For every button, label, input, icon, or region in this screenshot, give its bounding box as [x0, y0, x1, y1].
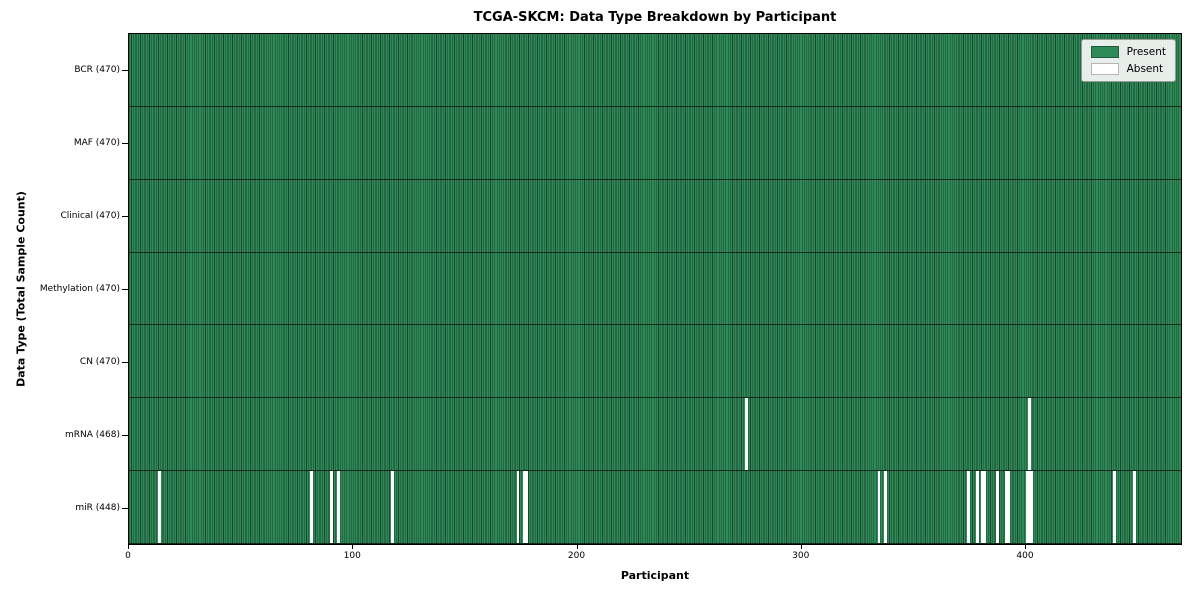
- x-axis-label: Participant: [620, 569, 690, 582]
- row-band: [129, 252, 1181, 326]
- x-tick-label: 100: [343, 551, 361, 561]
- absent-gap: [1133, 471, 1137, 544]
- x-tick-mark: [352, 545, 354, 549]
- legend-item: Absent: [1090, 63, 1166, 75]
- x-tick-mark: [1025, 545, 1027, 549]
- legend: Present Absent: [1080, 39, 1176, 82]
- legend-swatch-absent: [1090, 63, 1119, 75]
- x-tick-mark: [800, 545, 802, 549]
- absent-gap: [1007, 471, 1011, 544]
- absent-gap: [157, 471, 161, 544]
- y-tick-label: mRNA (468): [65, 430, 120, 441]
- absent-gap: [310, 471, 314, 544]
- absent-gap: [884, 471, 888, 544]
- x-tick-label: 300: [792, 551, 810, 561]
- absent-gap: [330, 471, 334, 544]
- absent-gap: [1025, 471, 1029, 544]
- absent-gap: [877, 471, 881, 544]
- chart-title: TCGA-SKCM: Data Type Breakdown by Partic…: [473, 10, 837, 25]
- y-axis-label: Data Type (Total Sample Count): [14, 191, 28, 387]
- legend-swatch-present: [1090, 46, 1119, 58]
- absent-gap: [1027, 471, 1031, 544]
- y-tick-label: MAF (470): [73, 137, 120, 148]
- plot-area: Present Absent: [128, 33, 1182, 545]
- x-tick-label: 400: [1016, 551, 1034, 561]
- legend-label: Absent: [1126, 63, 1164, 75]
- absent-gap: [337, 471, 340, 544]
- y-tick-mark: [122, 69, 128, 71]
- y-tick-mark: [122, 142, 128, 144]
- y-tick-label: BCR (470): [74, 64, 120, 75]
- legend-item: Present: [1090, 46, 1166, 58]
- y-tick-label: miR (448): [75, 503, 120, 514]
- absent-gap: [523, 471, 527, 544]
- absent-gap: [516, 471, 520, 544]
- y-tick-label: CN (470): [79, 357, 120, 368]
- x-tick-label: 0: [125, 551, 131, 561]
- row-band: [129, 179, 1181, 253]
- absent-gap: [967, 471, 971, 544]
- row-band: [129, 106, 1181, 180]
- absent-gap: [745, 398, 749, 471]
- absent-gap: [1005, 471, 1009, 544]
- row-band: [129, 398, 1181, 472]
- row-band: [129, 471, 1181, 545]
- legend-label: Present: [1126, 46, 1166, 58]
- y-tick-mark: [122, 508, 128, 510]
- row-band: [129, 325, 1181, 399]
- y-tick-mark: [122, 362, 128, 364]
- x-tick-mark: [128, 545, 129, 549]
- absent-gap: [996, 471, 1000, 544]
- absent-gap: [1030, 471, 1033, 544]
- y-tick-mark: [122, 435, 128, 437]
- absent-gap: [980, 471, 984, 544]
- row-band: [129, 34, 1181, 107]
- absent-gap: [976, 471, 980, 544]
- y-tick-label: Clinical (470): [60, 210, 120, 221]
- absent-gap: [390, 471, 394, 544]
- absent-gap: [525, 471, 529, 544]
- absent-gap: [1027, 398, 1031, 471]
- x-tick-mark: [576, 545, 578, 549]
- y-tick-mark: [122, 215, 128, 217]
- absent-gap: [1113, 471, 1116, 544]
- x-tick-label: 200: [567, 551, 586, 561]
- y-tick-label: Methylation (470): [39, 284, 120, 294]
- absent-gap: [983, 471, 986, 544]
- y-tick-mark: [122, 289, 128, 290]
